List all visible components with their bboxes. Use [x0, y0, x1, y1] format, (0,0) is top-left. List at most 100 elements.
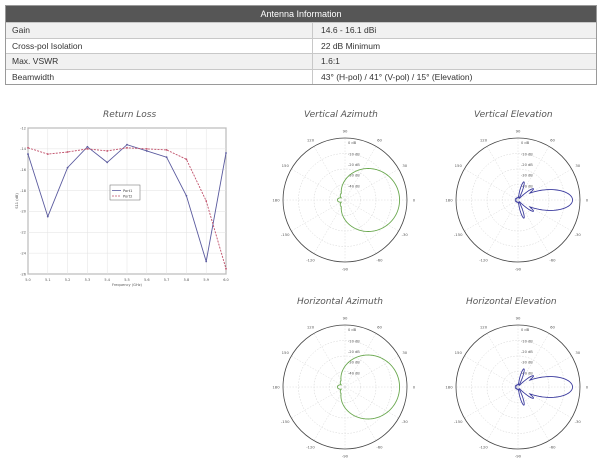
angle-label: -60 [549, 257, 556, 262]
row-value: 14.6 - 16.1 dBi [321, 25, 377, 35]
row-label: Cross-pol Isolation [6, 38, 313, 53]
polar-spoke [486, 199, 519, 254]
data-point [66, 151, 69, 153]
x-tick-label: 5.2 [65, 278, 71, 282]
angle-label: -120 [479, 444, 488, 449]
y-axis-label: S11 (dB) [15, 193, 19, 209]
angle-label: -120 [306, 444, 315, 449]
radiation-pattern-trace [514, 181, 574, 219]
angle-label: -150 [454, 419, 463, 424]
legend-entry: Port2 [123, 194, 132, 198]
polar-spoke [517, 333, 550, 388]
angle-label: 180 [272, 385, 280, 390]
polar-spoke [344, 333, 377, 388]
ring-label: -40 dB [521, 185, 533, 189]
angle-label: -30 [575, 232, 582, 237]
data-point [86, 147, 89, 150]
polar-spoke [291, 168, 346, 201]
angle-label: 60 [550, 138, 555, 143]
data-point [205, 260, 208, 263]
ring-label: -20 dB [348, 163, 360, 167]
data-point [27, 153, 29, 155]
data-point [27, 146, 29, 149]
radiation-pattern-trace [514, 368, 574, 406]
horizontal-elevation-plot: 90 60 30 0 -30 -60 -90 120 150 180 -120 -150 0 dB -10… [445, 316, 588, 459]
polar-spoke [517, 355, 572, 388]
angle-label: -90 [342, 454, 349, 459]
x-tick-label: 5.8 [184, 278, 190, 282]
horizontal-azimuth-plot: 90 60 30 0 -30 -60 -90 120 150 180 -120 -150 0 dB -10… [272, 316, 415, 459]
table-row: Beamwidth 43° (H-pol) / 41° (V-pol) / 15… [6, 68, 596, 84]
horizontal-azimuth-title: Horizontal Azimuth [297, 297, 383, 307]
angle-label: -120 [479, 257, 488, 262]
data-point [106, 150, 109, 152]
table-row: Cross-pol Isolation 22 dB Minimum [6, 37, 596, 53]
ring-label: -40 dB [348, 185, 360, 189]
y-tick-label: -12 [20, 126, 26, 130]
x-tick-label: 5.5 [124, 278, 130, 282]
x-axis-label: Frequency (GHz) [112, 283, 142, 287]
polar-spoke [344, 355, 399, 388]
ring-label: -10 dB [348, 152, 360, 156]
table-title: Antenna Information [6, 6, 596, 22]
ring-label: 0 dB [348, 141, 357, 145]
vertical-azimuth-title: Vertical Azimuth [304, 110, 378, 120]
polar-spoke [291, 355, 346, 388]
ring-label: 0 dB [521, 328, 530, 332]
angle-label: 0 [586, 198, 589, 203]
y-tick-label: -16 [20, 168, 26, 172]
angle-label: 150 [455, 163, 463, 168]
x-tick-label: 5.3 [85, 278, 91, 282]
data-point [185, 158, 188, 161]
polar-spoke [517, 199, 572, 232]
polar-spoke [313, 146, 346, 201]
y-tick-label: -26 [20, 272, 26, 276]
angle-label: 180 [272, 198, 280, 203]
angle-label: 120 [480, 325, 488, 330]
data-point [145, 150, 148, 152]
polar-spoke [344, 386, 377, 441]
polar-spoke [344, 386, 399, 419]
y-tick-label: -18 [20, 189, 26, 193]
row-value: 43° (H-pol) / 41° (V-pol) / 15° (Elevati… [321, 71, 473, 82]
ring-label: -40 dB [348, 372, 360, 376]
angle-label: 60 [377, 325, 382, 330]
ring-label: -20 dB [521, 350, 533, 354]
legend-box [109, 184, 141, 201]
angle-label: 90 [343, 316, 348, 321]
ring-label: -30 dB [348, 360, 360, 364]
data-point [165, 156, 168, 159]
angle-label: 150 [282, 350, 290, 355]
angle-label: 180 [445, 198, 453, 203]
data-point [126, 146, 128, 149]
radiation-pattern-trace [336, 354, 401, 420]
polar-spoke [517, 386, 572, 419]
legend-entry: Port1 [123, 189, 132, 193]
polar-spoke [464, 386, 519, 419]
x-tick-label: 6.0 [223, 278, 229, 282]
data-point [46, 215, 49, 218]
polar-spoke [517, 386, 550, 441]
data-point [225, 267, 227, 270]
x-tick-label: 5.9 [203, 278, 209, 282]
angle-label: 150 [282, 163, 290, 168]
angle-label: 30 [402, 163, 407, 168]
angle-label: -30 [402, 419, 409, 424]
ring-label: -10 dB [521, 339, 533, 343]
angle-label: 30 [575, 350, 580, 355]
polar-spoke [486, 146, 519, 201]
polar-spoke [313, 333, 346, 388]
polar-spoke [344, 168, 399, 201]
ring-label: 0 dB [521, 141, 530, 145]
data-point [205, 200, 208, 202]
row-value: 22 dB Minimum [321, 40, 381, 51]
data-point [165, 149, 168, 151]
angle-label: 150 [455, 350, 463, 355]
x-tick-label: 5.7 [164, 278, 170, 282]
ring-label: 0 dB [348, 328, 357, 332]
angle-label: -30 [575, 419, 582, 424]
angle-label: -60 [376, 444, 383, 449]
data-point [66, 166, 69, 169]
vertical-azimuth-plot: 90 60 30 0 -30 -60 -90 120 150 180 -120 -150 0 dB -10… [272, 129, 415, 272]
data-point [225, 152, 227, 154]
